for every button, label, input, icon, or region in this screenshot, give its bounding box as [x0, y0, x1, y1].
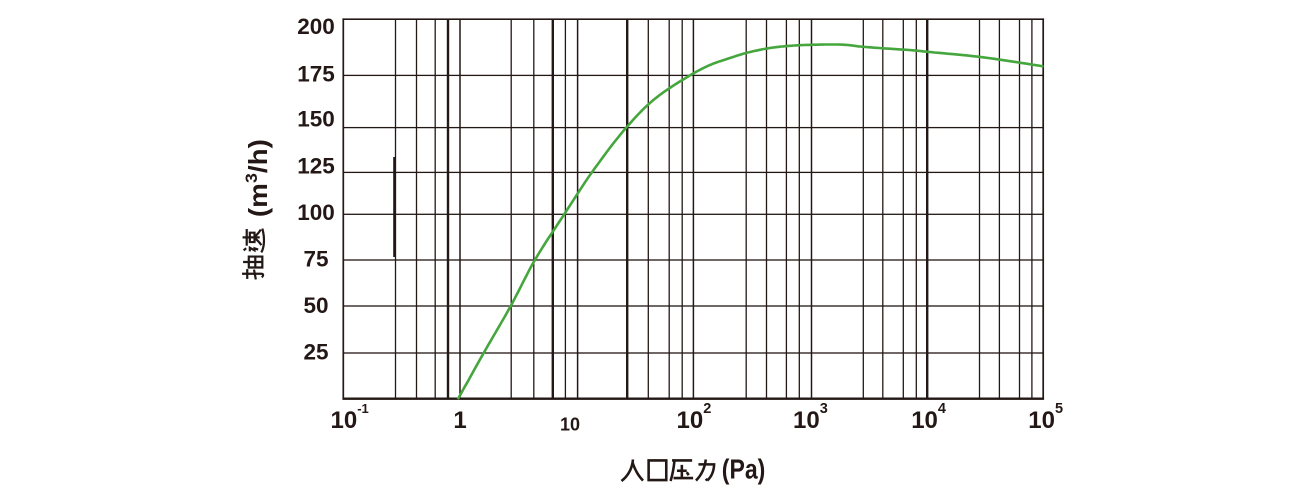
svg-text:104: 104	[911, 401, 946, 434]
svg-text:10-1: 10-1	[331, 401, 369, 434]
svg-text:105: 105	[1028, 401, 1063, 434]
svg-text:1: 1	[453, 407, 466, 434]
svg-text:100: 100	[297, 200, 335, 225]
svg-text:150: 150	[297, 107, 335, 132]
svg-text:(Pa): (Pa)	[722, 454, 766, 485]
svg-text:103: 103	[793, 401, 828, 434]
svg-text:175: 175	[297, 61, 335, 86]
svg-text:10: 10	[560, 415, 580, 435]
svg-text:(m3/h): (m3/h)	[243, 139, 273, 217]
svg-text:25: 25	[303, 340, 328, 365]
svg-text:50: 50	[303, 293, 328, 318]
svg-text:102: 102	[677, 401, 712, 434]
svg-text:200: 200	[297, 14, 335, 39]
svg-text:75: 75	[303, 247, 328, 272]
svg-text:125: 125	[297, 153, 335, 178]
